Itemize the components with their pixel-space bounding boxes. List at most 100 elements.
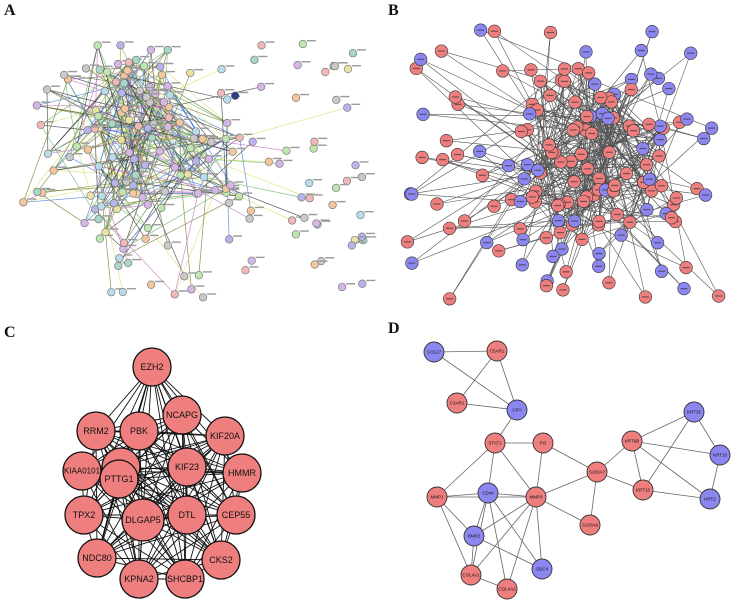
string-node-label-glyph [208,173,218,175]
network-node-label-glyph [570,181,578,183]
string-node-label-glyph [125,88,135,91]
network-node-label-glyph [446,298,454,300]
network-node-label-glyph [590,194,598,196]
network-node-label-glyph [563,201,571,203]
string-node [117,135,126,144]
string-edge [202,138,287,152]
string-node [141,234,150,243]
string-node-label-glyph [350,176,360,179]
module-edge [494,442,537,498]
string-node-label-glyph [183,118,193,121]
string-node-label-glyph [115,288,125,290]
network-node-label-glyph [585,72,593,74]
network-node-label-glyph [557,161,565,163]
hub-edge [81,366,153,472]
string-node-label-glyph [172,113,182,116]
string-node-label-glyph [272,157,282,160]
string-node [241,266,250,275]
module-edge [535,496,543,570]
string-node-label-glyph [109,228,119,230]
network-edge [600,97,646,297]
network-node-label-glyph [418,156,426,159]
network-node-label-glyph [611,184,619,187]
string-node [164,113,173,122]
string-edge [98,166,146,239]
network-node-label-glyph [617,234,625,236]
network-node-label-glyph [610,93,618,95]
string-node-label-glyph [99,106,109,108]
string-node-label-glyph [355,241,365,243]
string-node [332,95,341,104]
panel-label-b: B [388,2,399,19]
string-node [101,228,110,237]
network-edge [441,50,609,99]
string-node-label-glyph [41,187,51,190]
hub-node-kiaa0101 [62,451,102,491]
string-node-label-glyph [72,75,82,77]
string-node-label-glyph [168,187,178,189]
string-edge [143,65,227,140]
hub-edge [83,366,153,516]
network-node-label-glyph [548,151,556,153]
hub-node-cep55 [216,495,256,535]
string-node [95,234,104,243]
string-node [164,102,173,112]
string-edge [196,141,253,195]
network-node-label-glyph [627,78,635,81]
string-edge [114,141,212,184]
panel-d-module-network: COL27 C5AR1 C3AR1 CFH STAT1 PI3 S100A7 KRT6B KRT… [423,340,731,600]
string-node-label-glyph [202,271,212,273]
hub-edge [95,430,243,474]
module-node-label: STAT1 [488,441,502,446]
string-node [140,161,150,170]
string-node [42,85,52,94]
string-node [49,166,58,175]
module-node-label: KRT15 [713,453,727,458]
network-node-label-glyph [554,220,562,222]
string-node [135,86,144,95]
string-node [111,77,121,87]
string-edge [53,170,136,176]
string-node-label-glyph [313,179,323,181]
string-edge [69,45,98,158]
string-node-label-glyph [265,82,275,85]
string-edge [46,89,160,152]
network-node-label-glyph [641,296,649,298]
string-node [32,101,41,110]
string-node [293,60,302,70]
network-node-label-glyph [626,221,634,223]
string-node-label-glyph [364,210,374,213]
string-node-label-glyph [57,166,67,168]
hub-node-label: PTTG1 [104,474,133,484]
string-node-label-glyph [206,135,216,137]
module-edge [642,411,695,491]
string-node-label-glyph [229,134,239,137]
hub-node-label: SHCBP1 [167,574,203,584]
network-node-label-glyph [446,227,454,229]
string-node-label-glyph [367,236,377,238]
string-node [189,134,199,143]
hub-edge [83,472,243,516]
string-edge [37,170,54,193]
network-node-label-glyph [613,213,621,216]
string-node [109,199,118,208]
string-node-label-glyph [164,62,174,65]
module-node-s100a7 [586,461,608,483]
string-node-label-glyph [153,98,163,100]
string-node-label-glyph [165,70,175,73]
string-node [119,238,129,248]
network-node-label-glyph [598,113,606,115]
string-node-label-glyph [215,138,225,140]
string-edge [168,86,262,108]
network-node-label-glyph [454,103,462,105]
string-node-label-glyph [128,104,138,107]
string-node-label-glyph [91,126,101,128]
string-node [124,58,133,67]
hub-node-kpna2 [119,559,159,599]
string-edge [22,79,69,203]
network-edge [617,214,658,243]
network-node-label-glyph [654,77,662,79]
string-node [192,157,201,166]
string-node-label-glyph [171,45,181,48]
network-node-label-glyph [658,270,666,272]
